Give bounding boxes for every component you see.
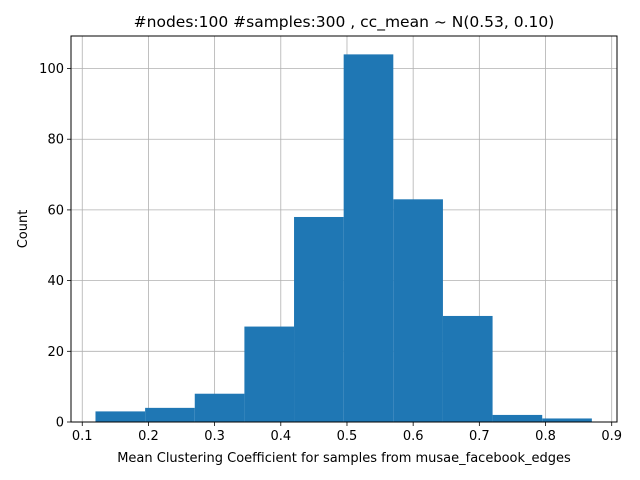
x-tick-label: 0.9: [601, 429, 622, 444]
histogram-bar: [145, 407, 195, 422]
x-tick-label: 0.1: [72, 429, 93, 444]
x-tick-label: 0.7: [469, 429, 490, 444]
y-tick-label: 80: [47, 133, 64, 148]
y-tick-label: 100: [39, 62, 64, 77]
y-axis-label: Count: [16, 210, 31, 249]
y-tick-label: 40: [47, 274, 64, 289]
y-tick-label: 60: [47, 203, 64, 218]
histogram-bars: [95, 54, 592, 422]
x-axis-label: Mean Clustering Coefficient for samples …: [117, 451, 571, 466]
x-tick-label: 0.6: [403, 429, 424, 444]
y-tick-label: 20: [47, 345, 64, 360]
histogram-bar: [343, 54, 394, 422]
x-tick-label: 0.4: [270, 429, 291, 444]
histogram-bar: [294, 216, 344, 422]
histogram-bar: [244, 326, 295, 422]
axis-ticks: 0.1 0.2 0.3 0.4 0.5 0.6 0.7 0.8 0.9 0 20 40 60 80 100: [39, 62, 622, 444]
histogram-bar: [95, 411, 146, 422]
plot-frame: [70, 35, 618, 423]
chart-title: #nodes:100 #samples:300 , cc_mean ~ N(0.…: [134, 13, 555, 32]
histogram-bar: [194, 393, 245, 422]
x-tick-label: 0.5: [337, 429, 358, 444]
x-tick-label: 0.3: [204, 429, 225, 444]
histogram-bar: [542, 418, 592, 422]
x-tick-label: 0.8: [535, 429, 556, 444]
histogram-bar: [393, 199, 443, 422]
y-tick-label: 0: [56, 416, 64, 431]
histogram-bar: [492, 414, 543, 422]
histogram-bar: [442, 315, 493, 422]
x-tick-label: 0.2: [138, 429, 159, 444]
